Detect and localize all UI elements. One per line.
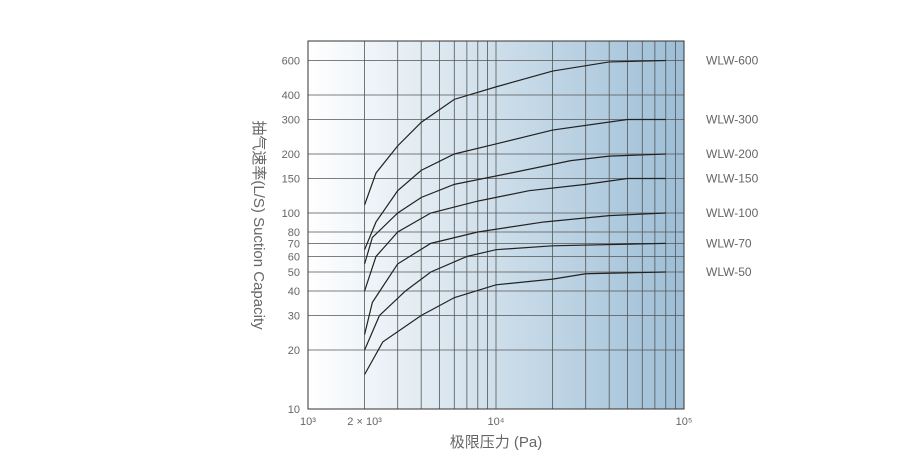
y-tick-label: 60 <box>288 251 300 263</box>
x-axis-label: 极限压力 (Pa) <box>450 434 543 451</box>
y-tick-label: 50 <box>288 267 300 279</box>
series-label: WLW-200 <box>706 147 759 161</box>
series-label: WLW-100 <box>706 206 759 220</box>
x-tick-label: 10³ <box>300 416 316 428</box>
x-tick-label: 2 × 10³ <box>347 416 382 428</box>
series-label: WLW-600 <box>706 53 759 67</box>
y-axis-label: 抽气速率(L/S) Suction Capacity <box>250 120 267 330</box>
series-line-wlw-300 <box>364 118 666 250</box>
series-label: WLW-70 <box>706 236 752 250</box>
series-line-wlw-100 <box>364 212 666 335</box>
x-tick-label: 10⁴ <box>488 416 505 428</box>
y-tick-label: 10 <box>288 404 300 416</box>
y-tick-label: 150 <box>282 173 300 185</box>
y-tick-label: 600 <box>282 55 300 67</box>
y-tick-label: 20 <box>288 345 300 357</box>
series-line-wlw-600 <box>364 59 666 206</box>
series-line-wlw-50 <box>364 271 666 375</box>
series-line-wlw-200 <box>364 153 666 265</box>
y-tick-label: 400 <box>282 90 300 102</box>
x-tick-label: 10⁵ <box>676 416 693 428</box>
series-label: WLW-300 <box>706 112 759 126</box>
y-tick-label: 80 <box>288 227 300 239</box>
y-tick-label: 200 <box>282 149 300 161</box>
y-tick-label: 100 <box>282 208 300 220</box>
series-line-wlw-70 <box>364 242 666 351</box>
series-line-wlw-150 <box>364 177 666 292</box>
y-tick-label: 70 <box>288 238 300 250</box>
y-tick-label: 40 <box>288 286 300 298</box>
series-label: WLW-150 <box>706 171 759 185</box>
plot-frame <box>307 40 685 410</box>
y-tick-label: 30 <box>288 310 300 322</box>
series-label: WLW-50 <box>706 265 752 279</box>
y-tick-label: 300 <box>282 114 300 126</box>
